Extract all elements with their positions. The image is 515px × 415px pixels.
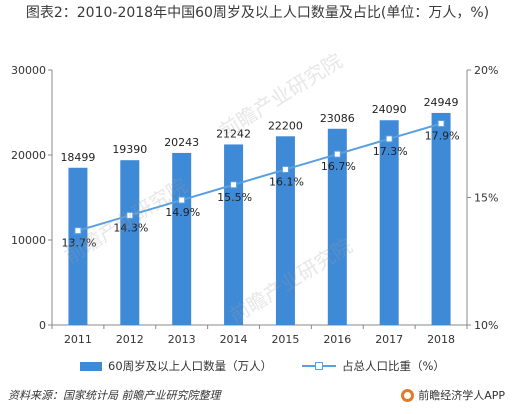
right-axis-tick-label: 20%	[474, 64, 498, 77]
ratio-value-label: 16.7%	[321, 160, 356, 173]
ratio-value-label: 15.5%	[217, 191, 252, 204]
ratio-line-marker	[281, 165, 289, 173]
legend-bar-swatch	[80, 361, 102, 371]
legend-line-swatch	[302, 361, 336, 371]
right-axis-tick-label: 15%	[474, 192, 498, 205]
footer: 资料来源：国家统计局 前瞻产业研究院整理 前瞻经济学人APP	[0, 385, 515, 407]
ratio-line-marker	[333, 150, 341, 158]
ratio-value-label: 17.3%	[373, 145, 408, 158]
bar-value-label: 21242	[216, 127, 251, 140]
bar	[68, 167, 88, 325]
x-axis-tick-label: 2013	[168, 333, 196, 346]
brand-logo-icon	[401, 388, 415, 402]
left-axis-tick-label: 30000	[11, 64, 46, 77]
ratio-value-label: 14.3%	[113, 221, 148, 234]
bar-value-label: 23086	[320, 112, 355, 125]
source-note: 资料来源：国家统计局 前瞻产业研究院整理	[8, 389, 221, 402]
brand-label: 前瞻经济学人APP	[418, 389, 505, 402]
ratio-value-label: 13.7%	[61, 237, 96, 250]
bar	[120, 160, 140, 325]
x-axis-tick-label: 2018	[427, 333, 455, 346]
bar	[275, 136, 295, 325]
legend-item-bar: 60周岁及以上人口数量（万人）	[80, 358, 272, 374]
x-axis-tick-label: 2014	[220, 333, 248, 346]
bar	[172, 152, 192, 325]
x-axis-tick-label: 2015	[271, 333, 299, 346]
bar-value-label: 20243	[164, 136, 199, 149]
ratio-line	[77, 122, 442, 232]
bar-value-label: 24090	[372, 103, 407, 116]
ratio-line-marker	[74, 227, 82, 235]
ratio-value-label: 17.9%	[425, 130, 460, 143]
x-axis-tick-label: 2016	[323, 333, 351, 346]
left-axis-tick-label: 10000	[11, 234, 46, 247]
chart-title: 图表2：2010-2018年中国60周岁及以上人口数量及占比(单位：万人，%)	[25, 5, 490, 21]
bar	[224, 144, 244, 325]
bar	[379, 120, 399, 325]
ratio-line-marker	[230, 181, 238, 189]
right-axis-tick-label: 10%	[474, 319, 498, 332]
ratio-line-marker	[178, 196, 186, 204]
left-axis-tick-label: 20000	[11, 149, 46, 162]
legend: 60周岁及以上人口数量（万人） 占总人口比重（%）	[0, 358, 515, 376]
ratio-line-marker	[437, 120, 445, 128]
left-axis-tick-label: 0	[39, 319, 46, 332]
x-axis-tick-label: 2012	[116, 333, 144, 346]
legend-item-line: 占总人口比重（%）	[302, 358, 445, 374]
x-axis-tick-label: 2017	[375, 333, 403, 346]
bar-value-label: 24949	[424, 96, 459, 109]
ratio-value-label: 14.9%	[165, 206, 200, 219]
ratio-line-marker	[385, 135, 393, 143]
ratio-value-label: 16.1%	[269, 175, 304, 188]
ratio-line-marker	[126, 211, 134, 219]
bar	[327, 128, 347, 325]
legend-line-label: 占总人口比重（%）	[342, 359, 445, 373]
brand: 前瞻经济学人APP	[401, 387, 505, 403]
x-axis-tick-label: 2011	[64, 333, 92, 346]
bar	[431, 112, 451, 325]
bar-value-label: 18499	[60, 151, 95, 164]
bar-value-label: 22200	[268, 119, 303, 132]
legend-bar-label: 60周岁及以上人口数量（万人）	[108, 359, 273, 373]
bar-value-label: 19390	[112, 143, 147, 156]
